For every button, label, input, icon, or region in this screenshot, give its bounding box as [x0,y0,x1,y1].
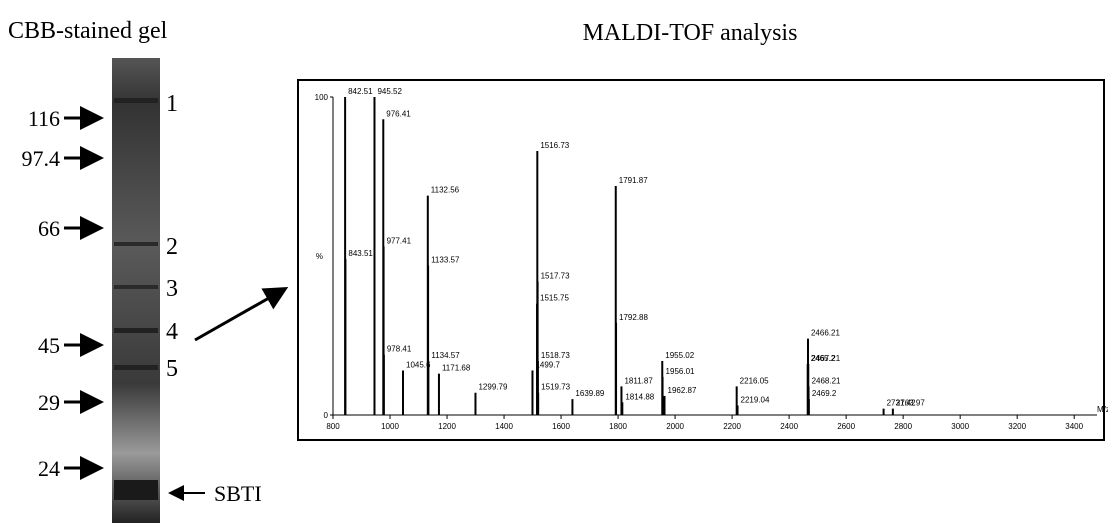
gel-title: CBB-stained gel [8,18,168,44]
x-tick-label: 2800 [894,422,912,431]
peak-label: 1132.56 [431,186,460,195]
y-axis-label: % [316,252,323,261]
gel-lane [112,58,160,523]
peak-label: 1518.73 [541,351,570,360]
peak-label: 2466.21 [811,329,840,338]
peak-label: 1955.02 [665,351,694,360]
y-tick-label: 0 [324,411,329,420]
peak-label: 1639.89 [575,389,604,398]
x-tick-label: 1800 [609,422,627,431]
peak-label: 1962.87 [668,386,697,395]
peak-label: 1133.57 [431,256,460,265]
x-tick-label: 1200 [438,422,456,431]
marker-label: 24 [38,456,60,481]
peak-label: 1515.75 [540,294,569,303]
peak-label: 842.51 [348,87,373,96]
chart-title: MALDI-TOF analysis [583,20,798,46]
peak-label: 1519.73 [541,383,570,392]
peak-label: 1792.88 [619,313,648,322]
marker-label: 116 [28,106,60,131]
marker-label: 29 [38,390,60,415]
peak-label: 2763.97 [896,399,925,408]
peak-label: 977.41 [387,236,412,245]
spectrum-frame [298,80,1104,440]
peak-label: 1811.87 [624,376,653,385]
peak-label: 976.41 [386,109,411,118]
peak-label: 1791.87 [619,176,648,185]
band-number: 3 [166,276,178,302]
x-tick-label: 1000 [381,422,399,431]
peak-label: 843.51 [348,249,373,258]
x-tick-label: 2200 [723,422,741,431]
x-tick-label: 2600 [837,422,855,431]
marker-label: 97.4 [22,146,61,171]
peak-label: 1134.57 [431,351,460,360]
x-tick-label: 2400 [780,422,798,431]
peak-label: 1517.73 [541,271,570,280]
x-tick-label: 1600 [552,422,570,431]
x-tick-label: 800 [326,422,340,431]
peak-label: 2467.21 [811,354,840,363]
peak-label: 2469.2 [812,389,837,398]
peak-label: 2219.04 [741,395,770,404]
pointer-arrow [195,290,283,340]
peak-label: 1814.88 [625,392,654,401]
peak-label: 945.52 [377,87,402,96]
peak-label: 1299.79 [478,383,507,392]
band-number: 1 [166,91,178,117]
peak-label: 2468.21 [812,376,841,385]
peak-label: 2216.05 [740,376,769,385]
marker-label: 66 [38,216,60,241]
reference-label: SBTI [214,481,262,506]
marker-label: 45 [38,333,60,358]
peak-label: 1171.68 [442,364,471,373]
x-tick-label: 1400 [495,422,513,431]
x-tick-label: 3400 [1065,422,1083,431]
figure: CBB-stained gel MALDI-TOF analysis 116 97… [0,0,1108,523]
x-tick-label: 2000 [666,422,684,431]
peak-label: 1956.01 [666,367,695,376]
peak-label: 978.41 [387,345,412,354]
x-axis-label: M/z [1097,405,1108,414]
peak-label: 1499.7 [535,360,560,369]
x-tick-label: 3200 [1008,422,1026,431]
band-number: 5 [166,356,178,382]
band-number: 2 [166,234,178,260]
y-tick-label: 100 [315,93,329,102]
x-tick-label: 3000 [951,422,969,431]
band-number: 4 [166,319,178,345]
peak-label: 1516.73 [540,141,569,150]
